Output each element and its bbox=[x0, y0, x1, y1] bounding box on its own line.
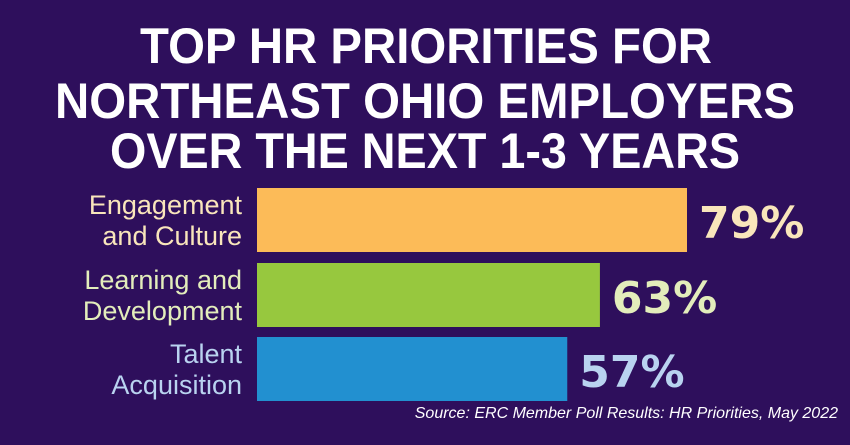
title-line-1: TOP HR PRIORITIES FOR bbox=[140, 18, 712, 74]
source-note: Source: ERC Member Poll Results: HR Prio… bbox=[415, 405, 838, 422]
category-label: and Culture bbox=[102, 221, 242, 251]
bar-0 bbox=[257, 188, 687, 252]
category-label: Learning and bbox=[84, 265, 242, 295]
category-label: Acquisition bbox=[111, 370, 242, 400]
category-label: Development bbox=[83, 296, 243, 326]
title-line-3: OVER THE NEXT 1-3 YEARS bbox=[110, 123, 740, 179]
value-label: 79% bbox=[699, 198, 804, 249]
value-label: 57% bbox=[579, 347, 684, 398]
value-label: 63% bbox=[612, 273, 717, 324]
bar-1 bbox=[257, 263, 600, 327]
title-line-2: NORTHEAST OHIO EMPLOYERS bbox=[55, 73, 795, 129]
category-label: Engagement bbox=[89, 190, 243, 220]
category-label: Talent bbox=[170, 339, 243, 369]
bar-2 bbox=[257, 337, 568, 401]
